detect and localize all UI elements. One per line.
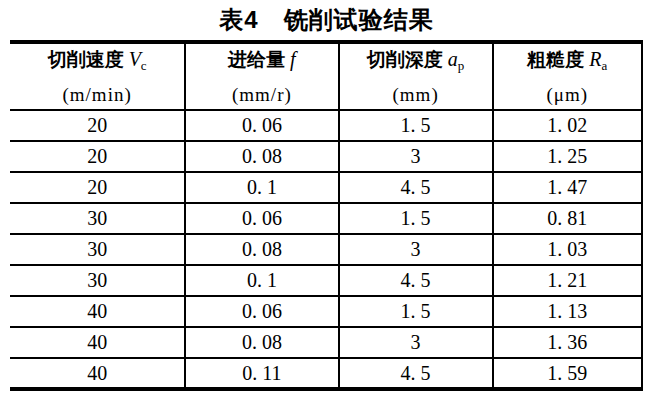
cell-roughness: 1. 03 [493, 234, 642, 265]
cell-cutting-depth: 4. 5 [339, 172, 493, 203]
cell-roughness: 1. 36 [493, 327, 642, 358]
cell-roughness: 1. 13 [493, 296, 642, 327]
table-header: 切削速度Vc (m/min) 进给量f (mm/r) 切削深度ap (mm) 粗… [10, 42, 642, 110]
cell-cutting-speed: 40 [10, 296, 185, 327]
cell-feed-rate: 0. 1 [185, 265, 338, 296]
cell-cutting-speed: 40 [10, 358, 185, 389]
cell-feed-rate: 0. 08 [185, 327, 338, 358]
cell-cutting-depth: 1. 5 [339, 110, 493, 141]
cell-roughness: 1. 21 [493, 265, 642, 296]
header-symbol: Ra [589, 49, 607, 70]
cell-roughness: 1. 59 [493, 358, 642, 389]
table-title: 表4 铣削试验结果 [10, 4, 643, 36]
cell-cutting-depth: 3 [339, 327, 493, 358]
header-label: 粗糙度 [527, 49, 584, 70]
cell-feed-rate: 0. 06 [185, 296, 338, 327]
table-row: 20 0. 1 4. 5 1. 47 [10, 172, 642, 203]
cell-cutting-depth: 1. 5 [339, 296, 493, 327]
cell-roughness: 1. 02 [493, 110, 642, 141]
cell-roughness: 1. 25 [493, 141, 642, 172]
header-symbol: ap [448, 49, 465, 70]
cell-cutting-depth: 1. 5 [339, 203, 493, 234]
header-unit: (mm/r) [186, 81, 337, 109]
table-row: 30 0. 06 1. 5 0. 81 [10, 203, 642, 234]
header-label: 进给量 [228, 49, 285, 70]
cell-feed-rate: 0. 06 [185, 110, 338, 141]
cell-cutting-speed: 20 [10, 141, 185, 172]
table-row: 30 0. 1 4. 5 1. 21 [10, 265, 642, 296]
cell-cutting-speed: 20 [10, 110, 185, 141]
milling-results-table: 切削速度Vc (m/min) 进给量f (mm/r) 切削深度ap (mm) 粗… [10, 40, 643, 391]
header-label: 切削速度 [48, 49, 124, 70]
col-header-roughness: 粗糙度Ra (μm) [493, 42, 642, 110]
cell-cutting-speed: 20 [10, 172, 185, 203]
cell-feed-rate: 0. 1 [185, 172, 338, 203]
cell-cutting-speed: 30 [10, 265, 185, 296]
table-row: 40 0. 08 3 1. 36 [10, 327, 642, 358]
cell-cutting-speed: 30 [10, 203, 185, 234]
header-symbol: Vc [129, 49, 147, 70]
cell-feed-rate: 0. 08 [185, 141, 338, 172]
col-header-cutting-depth: 切削深度ap (mm) [339, 42, 493, 110]
paper-page: 表4 铣削试验结果 切削速度Vc (m/min) 进给量f (mm/r) 切削深… [0, 0, 656, 413]
table-row: 40 0. 06 1. 5 1. 13 [10, 296, 642, 327]
header-unit: (mm) [340, 81, 492, 109]
header-symbol: f [290, 49, 296, 70]
cell-roughness: 1. 47 [493, 172, 642, 203]
cell-roughness: 0. 81 [493, 203, 642, 234]
cell-cutting-depth: 4. 5 [339, 358, 493, 389]
cell-cutting-depth: 3 [339, 141, 493, 172]
cell-feed-rate: 0. 11 [185, 358, 338, 389]
table-row: 40 0. 11 4. 5 1. 59 [10, 358, 642, 389]
cell-feed-rate: 0. 06 [185, 203, 338, 234]
table-row: 20 0. 08 3 1. 25 [10, 141, 642, 172]
cell-feed-rate: 0. 08 [185, 234, 338, 265]
header-unit: (m/min) [10, 81, 184, 109]
table-row: 20 0. 06 1. 5 1. 02 [10, 110, 642, 141]
cell-cutting-depth: 3 [339, 234, 493, 265]
header-row: 切削速度Vc (m/min) 进给量f (mm/r) 切削深度ap (mm) 粗… [10, 42, 642, 110]
cell-cutting-speed: 30 [10, 234, 185, 265]
table-row: 30 0. 08 3 1. 03 [10, 234, 642, 265]
col-header-cutting-speed: 切削速度Vc (m/min) [10, 42, 185, 110]
col-header-feed-rate: 进给量f (mm/r) [185, 42, 338, 110]
header-label: 切削深度 [367, 49, 443, 70]
cell-cutting-depth: 4. 5 [339, 265, 493, 296]
cell-cutting-speed: 40 [10, 327, 185, 358]
table-body: 20 0. 06 1. 5 1. 02 20 0. 08 3 1. 25 20 … [10, 110, 642, 389]
header-unit: (μm) [494, 81, 641, 109]
